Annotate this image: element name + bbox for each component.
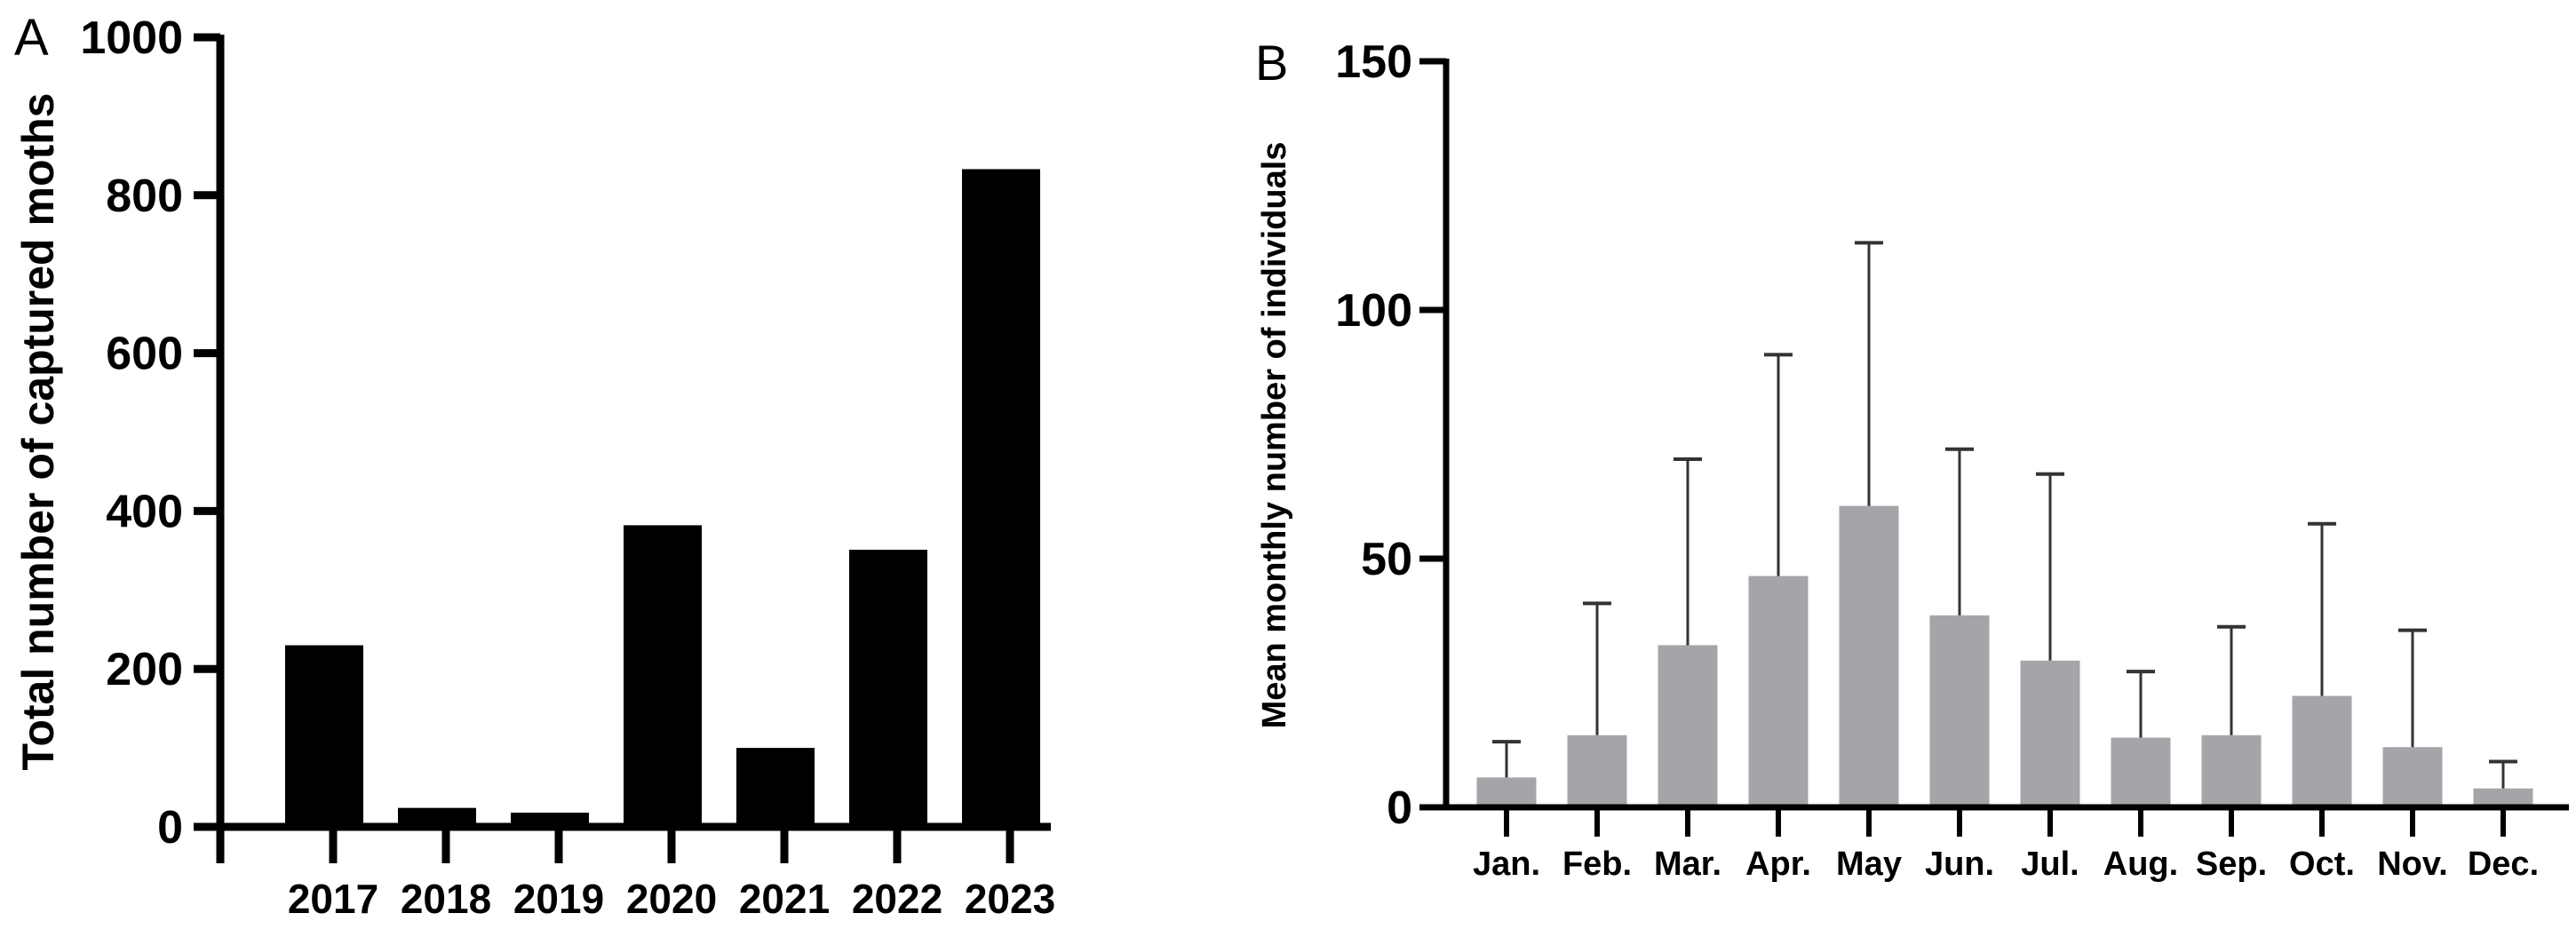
bar-Jun.: [1929, 615, 1990, 807]
bar-May: [1839, 505, 1899, 807]
x-tick-label: 2020: [626, 876, 717, 922]
y-tick-label: 200: [106, 644, 183, 695]
x-tick-label: 2017: [288, 876, 378, 922]
y-axis-label-b: Mean monthly number of individuals: [1256, 142, 1293, 729]
bar-Aug.: [2111, 737, 2171, 807]
bar-Mar.: [1658, 645, 1718, 807]
bar-Jul.: [2020, 660, 2080, 807]
bar-Sep.: [2201, 734, 2262, 807]
bar-Oct.: [2292, 695, 2352, 807]
x-tick-label: Aug.: [2103, 846, 2178, 883]
x-tick-label: Oct.: [2289, 846, 2355, 883]
y-tick-label: 0: [1387, 782, 1412, 834]
x-tick-label: Jul.: [2021, 846, 2079, 883]
x-tick-label: Jun.: [1925, 846, 1994, 883]
x-tick-label: 2023: [965, 876, 1055, 922]
y-tick-label: 600: [106, 329, 183, 380]
x-tick-label: 2021: [739, 876, 830, 922]
x-tick-label: Dec.: [2468, 846, 2539, 883]
bar-Feb.: [1567, 734, 1627, 807]
y-tick-label: 800: [106, 171, 183, 222]
x-tick-label: Mar.: [1654, 846, 1721, 883]
x-tick-label: 2018: [401, 876, 491, 922]
bar-2022: [849, 549, 927, 827]
x-tick-label: Sep.: [2196, 846, 2267, 883]
bar-2021: [736, 748, 815, 827]
bar-Nov.: [2382, 747, 2443, 807]
panel-label-a: A: [14, 9, 49, 67]
x-tick-label: 2019: [513, 876, 604, 922]
bar-Dec.: [2473, 788, 2533, 807]
y-tick-label: 0: [157, 802, 183, 854]
y-tick-label: 1000: [80, 12, 183, 64]
y-tick-label: 400: [106, 486, 183, 537]
bar-2023: [962, 169, 1040, 827]
y-tick-label: 100: [1335, 285, 1412, 337]
x-tick-label: 2022: [852, 876, 942, 922]
bar-2018: [398, 807, 476, 827]
bar-Apr.: [1748, 576, 1809, 807]
y-tick-label: 150: [1335, 36, 1412, 88]
panel-label-b: B: [1255, 35, 1288, 91]
chart-a: A Total number of captured moths 0 200 400…: [13, 9, 1055, 922]
y-tick-label: 50: [1361, 534, 1412, 585]
y-axis-label-a: Total number of captured moths: [13, 93, 63, 771]
x-tick-label: May: [1836, 846, 1902, 883]
x-tick-label: Feb.: [1562, 846, 1632, 883]
bar-2020: [624, 525, 702, 827]
x-tick-label: Jan.: [1473, 846, 1540, 883]
x-tick-label: Apr.: [1745, 846, 1811, 883]
bar-Jan.: [1476, 777, 1537, 807]
chart-b: B Mean monthly number of individuals Jan…: [1255, 35, 2569, 883]
bar-2019: [511, 812, 589, 827]
x-tick-label: Nov.: [2377, 846, 2448, 883]
bar-2017: [285, 645, 363, 827]
